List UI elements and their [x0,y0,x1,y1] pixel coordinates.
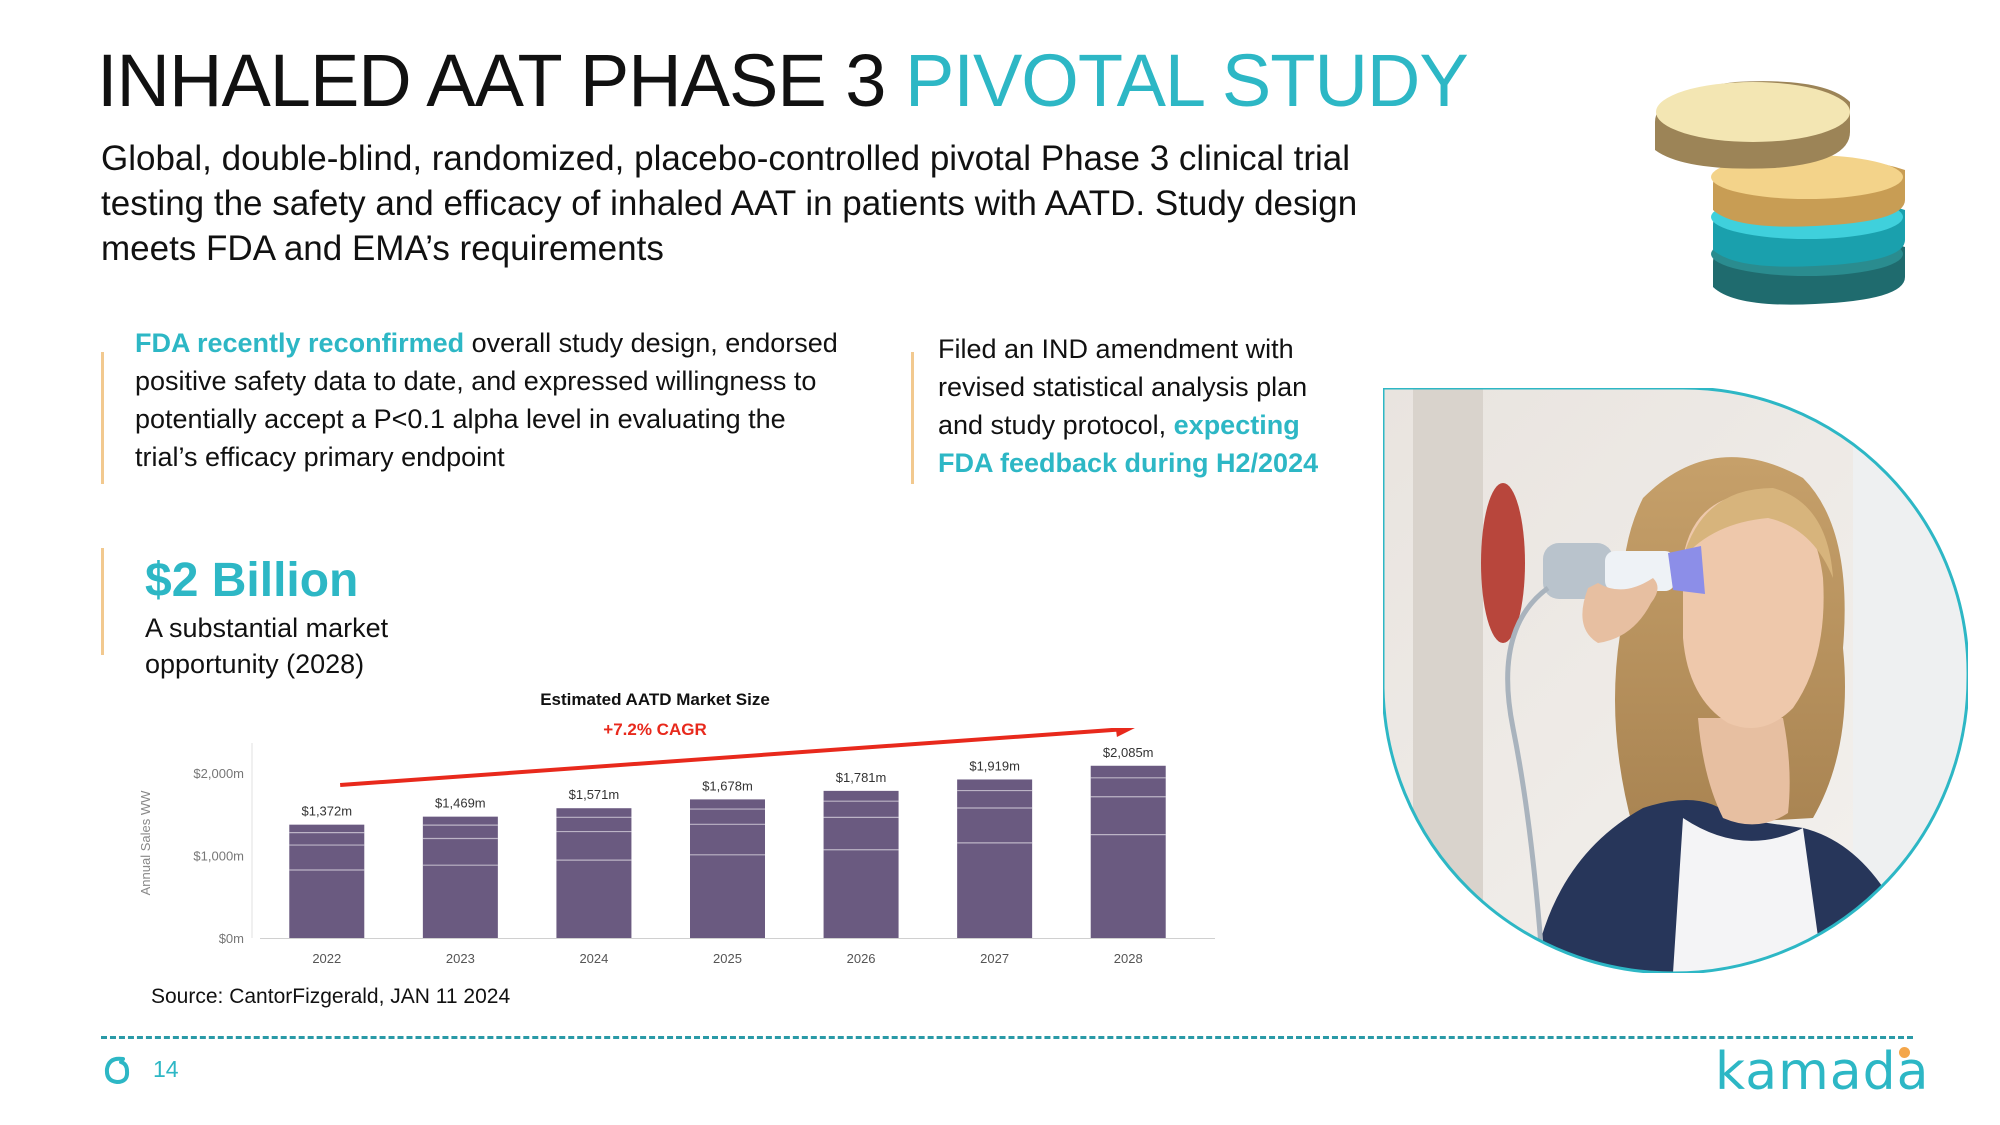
source-note: Source: CantorFizgerald, JAN 11 2024 [151,985,511,1008]
data-label-2024: $1,571m [569,787,620,802]
market-subtext: A substantial market opportunity (2028) [145,613,389,679]
bar-2026 [823,790,899,938]
x-tick-2023: 2023 [446,951,475,966]
bar-2022 [289,824,365,938]
data-label-2025: $1,678m [702,778,753,793]
x-tick-2027: 2027 [980,951,1009,966]
market-bar-chart: $0m $1,000m $2,000m Annual Sales WW $1,372m… [138,728,1215,966]
subtitle: Global, double-blind, randomized, placeb… [101,139,1358,268]
chart-cagr-annotation: +7.2% CAGR [603,720,707,739]
data-label-2022: $1,372m [301,804,352,819]
x-tick-2028: 2028 [1114,951,1143,966]
x-tick-2022: 2022 [312,951,341,966]
x-tick-2025: 2025 [713,951,742,966]
y-tick-label: $1,000m [193,848,244,863]
brand-swirl-icon [104,1056,130,1085]
data-label-2027: $1,919m [969,758,1020,773]
bar-2024 [556,808,632,938]
y-tick-label: $0m [219,931,244,946]
data-label-2026: $1,781m [836,770,887,785]
bar-2025 [690,799,765,938]
chart-title: Estimated AATD Market Size [540,690,770,709]
callout-right-accent-bar [911,352,914,484]
callout-left: FDA recently reconfirmed overall study d… [135,324,845,476]
stacked-layers-icon [1655,81,1905,305]
title-accent: PIVOTAL STUDY [905,39,1469,122]
market-headline: $2 Billion [145,554,359,607]
callout-left-highlight: FDA recently reconfirmed [135,328,465,358]
footer-divider [101,1036,1913,1039]
kamada-logo: kamada [1715,1042,1930,1102]
y-tick-label: $2,000m [193,766,244,781]
callout-right-text: Filed an IND amendment with revised stat… [938,334,1308,440]
callout-left-text: overall study design, endorsed positive … [135,328,838,472]
page-number: 14 [153,1056,179,1082]
market-accent-bar [101,548,104,655]
cagr-arrow-line [340,728,1124,787]
title-main: INHALED AAT PHASE 3 [97,39,906,122]
page-title: INHALED AAT PHASE 3 PIVOTAL STUDY [97,38,1469,123]
cagr-arrow-head [1115,728,1135,737]
callout-right-highlight: expecting FDA feedback during H2/2024 [938,410,1319,478]
bar-2023 [422,816,498,938]
data-label-2023: $1,469m [435,796,486,811]
callout-right: Filed an IND amendment with revised stat… [938,330,1358,482]
callout-left-accent-bar [101,352,104,484]
x-tick-2024: 2024 [579,951,608,966]
bar-2028 [1090,765,1166,938]
y-axis-label: Annual Sales WW [138,790,153,895]
woman-using-inhaler-photo [1383,388,1968,973]
bar-2027 [957,779,1033,938]
x-tick-2026: 2026 [847,951,876,966]
logo-dot [1899,1047,1910,1058]
data-label-2028: $2,085m [1103,745,1154,760]
